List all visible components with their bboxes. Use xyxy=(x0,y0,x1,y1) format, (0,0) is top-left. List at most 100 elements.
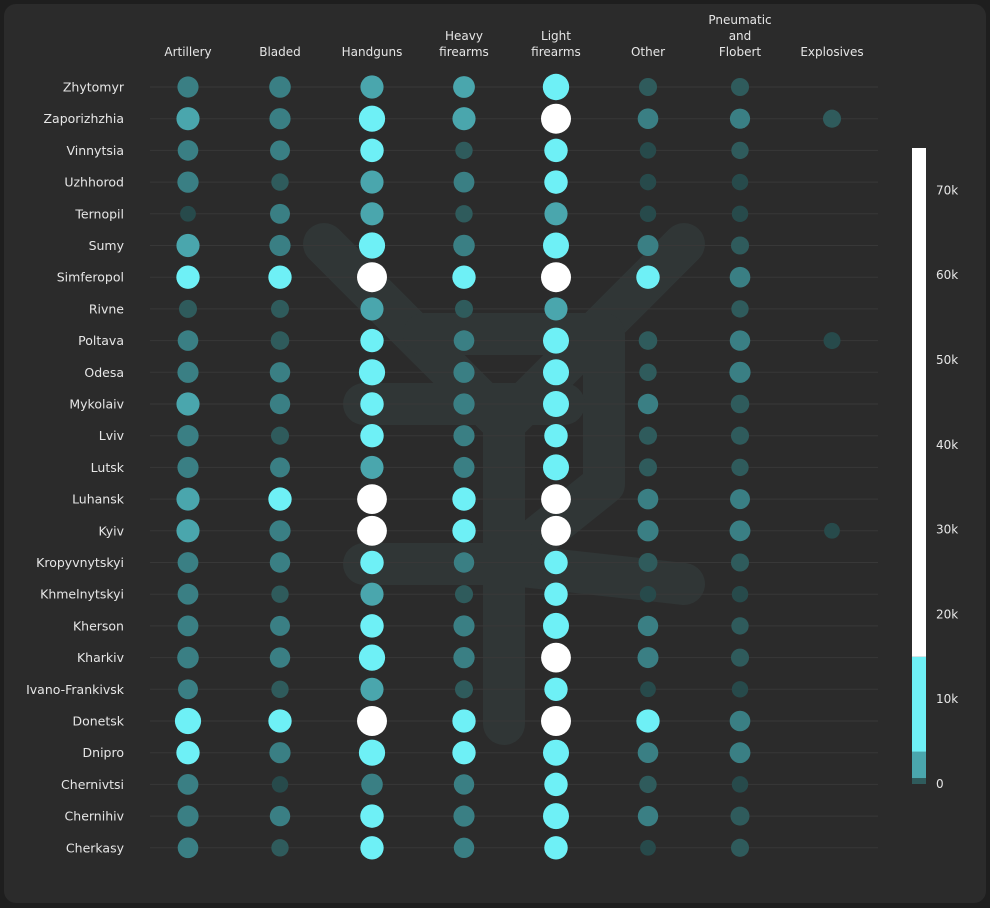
data-dot[interactable] xyxy=(638,458,658,477)
data-dot[interactable] xyxy=(358,232,386,259)
data-dot[interactable] xyxy=(269,362,291,383)
data-dot[interactable] xyxy=(361,773,383,796)
data-dot[interactable] xyxy=(270,457,290,478)
data-dot[interactable] xyxy=(729,361,751,383)
data-dot[interactable] xyxy=(453,361,475,383)
data-dot[interactable] xyxy=(542,803,570,830)
data-dot[interactable] xyxy=(360,550,384,575)
data-dot[interactable] xyxy=(542,739,570,766)
data-dot[interactable] xyxy=(731,681,749,698)
data-dot[interactable] xyxy=(453,837,475,859)
data-dot[interactable] xyxy=(360,836,384,860)
data-dot[interactable] xyxy=(269,393,291,415)
data-dot[interactable] xyxy=(544,202,568,226)
data-dot[interactable] xyxy=(637,615,659,637)
data-dot[interactable] xyxy=(177,583,199,605)
data-dot[interactable] xyxy=(638,77,658,97)
data-dot[interactable] xyxy=(270,615,290,636)
data-dot[interactable] xyxy=(269,805,291,827)
data-dot[interactable] xyxy=(730,553,750,572)
data-dot[interactable] xyxy=(731,205,749,223)
data-dot[interactable] xyxy=(176,233,200,258)
data-dot[interactable] xyxy=(640,681,656,698)
data-dot[interactable] xyxy=(639,585,657,603)
data-dot[interactable] xyxy=(360,138,384,163)
data-dot[interactable] xyxy=(541,484,571,514)
data-dot[interactable] xyxy=(357,262,387,293)
data-dot[interactable] xyxy=(730,394,750,414)
data-dot[interactable] xyxy=(638,331,658,350)
data-dot[interactable] xyxy=(453,552,475,573)
data-dot[interactable] xyxy=(730,648,750,667)
data-dot[interactable] xyxy=(544,170,568,194)
data-dot[interactable] xyxy=(730,489,750,510)
data-dot[interactable] xyxy=(269,552,291,573)
data-dot[interactable] xyxy=(177,76,199,98)
data-dot[interactable] xyxy=(729,330,751,351)
data-dot[interactable] xyxy=(730,236,750,255)
data-dot[interactable] xyxy=(731,141,749,160)
data-dot[interactable] xyxy=(360,392,384,416)
data-dot[interactable] xyxy=(544,582,568,606)
data-dot[interactable] xyxy=(453,774,475,795)
data-dot[interactable] xyxy=(637,393,659,415)
data-dot[interactable] xyxy=(269,234,291,257)
data-dot[interactable] xyxy=(730,838,750,857)
data-dot[interactable] xyxy=(178,679,198,700)
data-dot[interactable] xyxy=(177,552,199,573)
data-dot[interactable] xyxy=(176,519,200,543)
data-dot[interactable] xyxy=(177,425,199,447)
data-dot[interactable] xyxy=(358,739,386,766)
data-dot[interactable] xyxy=(730,426,750,445)
data-dot[interactable] xyxy=(637,520,659,542)
data-dot[interactable] xyxy=(177,773,199,795)
data-dot[interactable] xyxy=(358,105,386,132)
data-dot[interactable] xyxy=(360,455,384,479)
data-dot[interactable] xyxy=(637,235,659,256)
data-dot[interactable] xyxy=(360,804,384,828)
data-dot[interactable] xyxy=(177,805,199,827)
data-dot[interactable] xyxy=(453,234,475,257)
data-dot[interactable] xyxy=(360,202,384,226)
data-dot[interactable] xyxy=(542,454,570,481)
data-dot[interactable] xyxy=(822,109,842,128)
data-dot[interactable] xyxy=(269,647,291,668)
data-dot[interactable] xyxy=(637,647,659,669)
data-dot[interactable] xyxy=(729,710,751,732)
data-dot[interactable] xyxy=(271,776,289,793)
data-dot[interactable] xyxy=(269,520,291,542)
data-dot[interactable] xyxy=(640,839,656,856)
data-dot[interactable] xyxy=(541,262,571,293)
data-dot[interactable] xyxy=(455,205,473,223)
data-dot[interactable] xyxy=(180,205,196,222)
data-dot[interactable] xyxy=(544,297,568,321)
data-dot[interactable] xyxy=(452,487,476,511)
data-dot[interactable] xyxy=(177,140,199,161)
data-dot[interactable] xyxy=(638,553,658,572)
data-dot[interactable] xyxy=(544,550,568,575)
data-dot[interactable] xyxy=(357,515,387,546)
data-dot[interactable] xyxy=(542,612,570,639)
data-dot[interactable] xyxy=(269,742,291,764)
data-dot[interactable] xyxy=(270,426,290,445)
data-dot[interactable] xyxy=(176,107,200,131)
data-dot[interactable] xyxy=(729,520,751,542)
data-dot[interactable] xyxy=(452,107,476,131)
data-dot[interactable] xyxy=(544,423,568,448)
data-dot[interactable] xyxy=(731,173,749,191)
data-dot[interactable] xyxy=(270,331,290,350)
data-dot[interactable] xyxy=(271,680,289,698)
data-dot[interactable] xyxy=(638,426,658,445)
data-dot[interactable] xyxy=(360,170,384,194)
data-dot[interactable] xyxy=(357,484,387,514)
data-dot[interactable] xyxy=(453,76,475,98)
data-dot[interactable] xyxy=(453,646,475,669)
data-dot[interactable] xyxy=(542,359,570,386)
data-dot[interactable] xyxy=(268,487,292,511)
data-dot[interactable] xyxy=(269,76,291,98)
data-dot[interactable] xyxy=(730,806,750,826)
data-dot[interactable] xyxy=(270,299,290,318)
data-dot[interactable] xyxy=(729,742,751,764)
data-dot[interactable] xyxy=(453,615,475,637)
data-dot[interactable] xyxy=(177,837,199,859)
